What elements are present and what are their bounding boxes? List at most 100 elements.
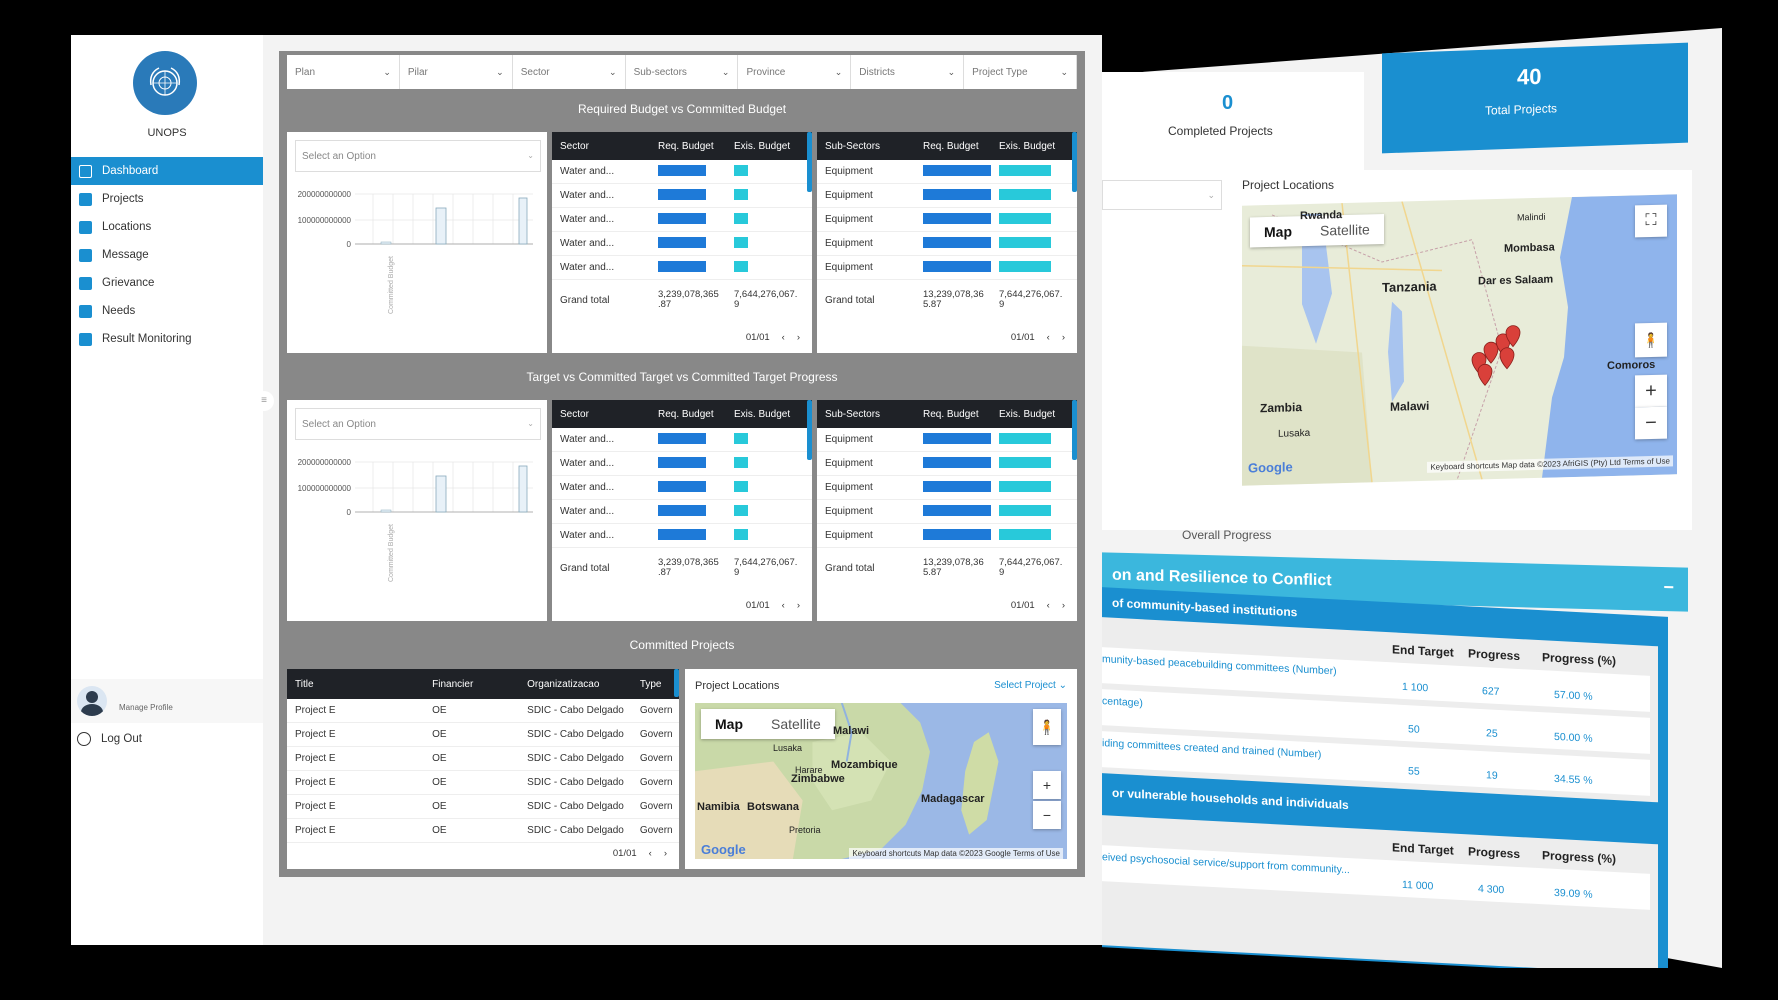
terms-link[interactable]: Terms of Use bbox=[1012, 849, 1060, 858]
table-row[interactable]: Water and... bbox=[552, 256, 812, 280]
table-row[interactable]: Project E OE SDIC - Cabo Delgado Govern bbox=[287, 699, 679, 723]
keyboard-shortcuts-link[interactable]: Keyboard shortcuts bbox=[1430, 460, 1500, 472]
table-row[interactable]: Water and... bbox=[552, 524, 812, 548]
location-pin-icon[interactable] bbox=[1505, 325, 1521, 348]
chart-option-select[interactable]: Select an Option ⌄ bbox=[295, 408, 541, 440]
select-project-dropdown[interactable]: Select Project ⌄ bbox=[994, 680, 1067, 691]
filter-districts[interactable]: Districts ⌄ bbox=[851, 55, 965, 89]
table-row[interactable]: Project E OE SDIC - Cabo Delgado Govern bbox=[287, 723, 679, 747]
logout-button[interactable]: Log Out bbox=[77, 732, 142, 746]
scrollbar[interactable] bbox=[807, 132, 812, 192]
table-row[interactable]: Project E OE SDIC - Cabo Delgado Govern bbox=[287, 747, 679, 771]
column-header[interactable]: Sector bbox=[560, 408, 589, 420]
column-header[interactable]: Sector bbox=[560, 140, 589, 152]
column-header[interactable]: Organizatizacao bbox=[527, 678, 600, 690]
column-header[interactable]: Title bbox=[295, 678, 314, 690]
filter-pilar[interactable]: Pilar ⌄ bbox=[399, 55, 513, 89]
scrollbar[interactable] bbox=[674, 669, 679, 697]
prev-page-icon[interactable]: ‹ bbox=[781, 332, 785, 343]
keyboard-shortcuts-link[interactable]: Keyboard shortcuts bbox=[852, 849, 922, 858]
next-page-icon[interactable]: › bbox=[663, 848, 667, 859]
map-view-button[interactable]: Map bbox=[1264, 223, 1292, 241]
chart-option-select[interactable]: Select an Option ⌄ bbox=[295, 140, 541, 172]
zoom-in-icon[interactable]: + bbox=[1033, 771, 1061, 799]
satellite-view-button[interactable]: Satellite bbox=[771, 716, 821, 732]
table-row[interactable]: Equipment bbox=[817, 428, 1077, 452]
filter-province[interactable]: Province ⌄ bbox=[738, 55, 852, 89]
table-row[interactable]: Project E OE SDIC - Cabo Delgado Govern bbox=[287, 795, 679, 819]
table-row[interactable]: Equipment bbox=[817, 160, 1077, 184]
column-header[interactable]: Exis. Budget bbox=[734, 140, 791, 152]
column-header[interactable]: Sub-Sectors bbox=[825, 408, 881, 420]
prev-page-icon[interactable]: ‹ bbox=[1046, 600, 1050, 611]
prev-page-icon[interactable]: ‹ bbox=[1046, 332, 1050, 343]
table-row[interactable]: Water and... bbox=[552, 232, 812, 256]
table-row[interactable]: Equipment bbox=[817, 452, 1077, 476]
zoom-out-icon[interactable]: − bbox=[1033, 801, 1061, 829]
table-row[interactable]: Project E OE SDIC - Cabo Delgado Govern bbox=[287, 771, 679, 795]
scrollbar[interactable] bbox=[1072, 132, 1077, 192]
column-header[interactable]: Sub-Sectors bbox=[825, 140, 881, 152]
map-view-button[interactable]: Map bbox=[715, 716, 743, 732]
location-pin-icon[interactable] bbox=[1483, 341, 1499, 364]
collapse-icon[interactable]: − bbox=[1663, 577, 1674, 598]
sidebar-item-needs[interactable]: Needs bbox=[71, 297, 263, 325]
table-row[interactable]: Equipment bbox=[817, 256, 1077, 280]
filter-sub-sectors[interactable]: Sub-sectors ⌄ bbox=[625, 55, 739, 89]
terms-link[interactable]: Terms of Use bbox=[1622, 456, 1670, 467]
scrollbar[interactable] bbox=[807, 400, 812, 460]
column-header[interactable]: Req. Budget bbox=[658, 140, 714, 152]
right-map[interactable]: Map Satellite Rwanda Malindi Mombasa Tanz… bbox=[1242, 194, 1677, 486]
table-row[interactable]: Equipment bbox=[817, 232, 1077, 256]
table-row[interactable]: Water and... bbox=[552, 476, 812, 500]
column-header[interactable]: Exis. Budget bbox=[999, 140, 1056, 152]
sidebar-item-projects[interactable]: Projects bbox=[71, 185, 263, 213]
next-page-icon[interactable]: › bbox=[796, 332, 800, 343]
table-row[interactable]: Equipment bbox=[817, 500, 1077, 524]
sidebar-item-result-monitoring[interactable]: Result Monitoring bbox=[71, 325, 263, 353]
table-row[interactable]: Equipment bbox=[817, 208, 1077, 232]
location-pin-icon[interactable] bbox=[1499, 347, 1515, 370]
street-view-icon[interactable]: 🧍 bbox=[1635, 322, 1667, 358]
column-header[interactable]: Req. Budget bbox=[923, 140, 979, 152]
filter-project-type[interactable]: Project Type ⌄ bbox=[964, 55, 1078, 89]
project-select[interactable]: ⌄ bbox=[1102, 180, 1222, 210]
table-row[interactable]: Project E OE SDIC - Cabo Delgado Govern bbox=[287, 819, 679, 843]
table-row[interactable]: Water and... bbox=[552, 500, 812, 524]
scrollbar[interactable] bbox=[1072, 400, 1077, 460]
fullscreen-icon[interactable]: ⛶ bbox=[1635, 204, 1667, 238]
table-row[interactable]: Water and... bbox=[552, 208, 812, 232]
column-header[interactable]: Exis. Budget bbox=[999, 408, 1056, 420]
table-row[interactable]: Equipment bbox=[817, 524, 1077, 548]
map-type-toggle[interactable]: Map Satellite bbox=[701, 709, 835, 739]
column-header[interactable]: Type bbox=[639, 678, 662, 690]
prev-page-icon[interactable]: ‹ bbox=[648, 848, 652, 859]
location-pin-icon[interactable] bbox=[1477, 363, 1493, 386]
bottom-map[interactable]: Map Satellite Malawi Lusaka Mozambique Ha… bbox=[695, 703, 1067, 859]
sidebar-item-locations[interactable]: Locations bbox=[71, 213, 263, 241]
street-view-icon[interactable]: 🧍 bbox=[1033, 709, 1061, 745]
prev-page-icon[interactable]: ‹ bbox=[781, 600, 785, 611]
column-header[interactable]: Req. Budget bbox=[658, 408, 714, 420]
next-page-icon[interactable]: › bbox=[1061, 332, 1065, 343]
manage-profile-link[interactable]: Manage Profile bbox=[119, 702, 173, 712]
column-header[interactable]: Req. Budget bbox=[923, 408, 979, 420]
table-row[interactable]: Equipment bbox=[817, 184, 1077, 208]
table-row[interactable]: Water and... bbox=[552, 452, 812, 476]
column-header[interactable]: Exis. Budget bbox=[734, 408, 791, 420]
filter-plan[interactable]: Plan ⌄ bbox=[287, 55, 400, 89]
table-row[interactable]: Water and... bbox=[552, 160, 812, 184]
zoom-in-icon[interactable]: + bbox=[1635, 374, 1667, 408]
sidebar-collapse-handle[interactable]: ≡ bbox=[254, 391, 274, 411]
sidebar-item-message[interactable]: Message bbox=[71, 241, 263, 269]
table-row[interactable]: Water and... bbox=[552, 184, 812, 208]
next-page-icon[interactable]: › bbox=[1061, 600, 1065, 611]
sidebar-item-dashboard[interactable]: Dashboard bbox=[71, 157, 263, 185]
table-row[interactable]: Equipment bbox=[817, 476, 1077, 500]
sidebar-item-grievance[interactable]: Grievance bbox=[71, 269, 263, 297]
profile-row[interactable]: Manage Profile bbox=[71, 679, 263, 723]
table-row[interactable]: Water and... bbox=[552, 428, 812, 452]
column-header[interactable]: Financier bbox=[432, 678, 474, 690]
filter-sector[interactable]: Sector ⌄ bbox=[512, 55, 626, 89]
zoom-out-icon[interactable]: − bbox=[1635, 406, 1667, 440]
